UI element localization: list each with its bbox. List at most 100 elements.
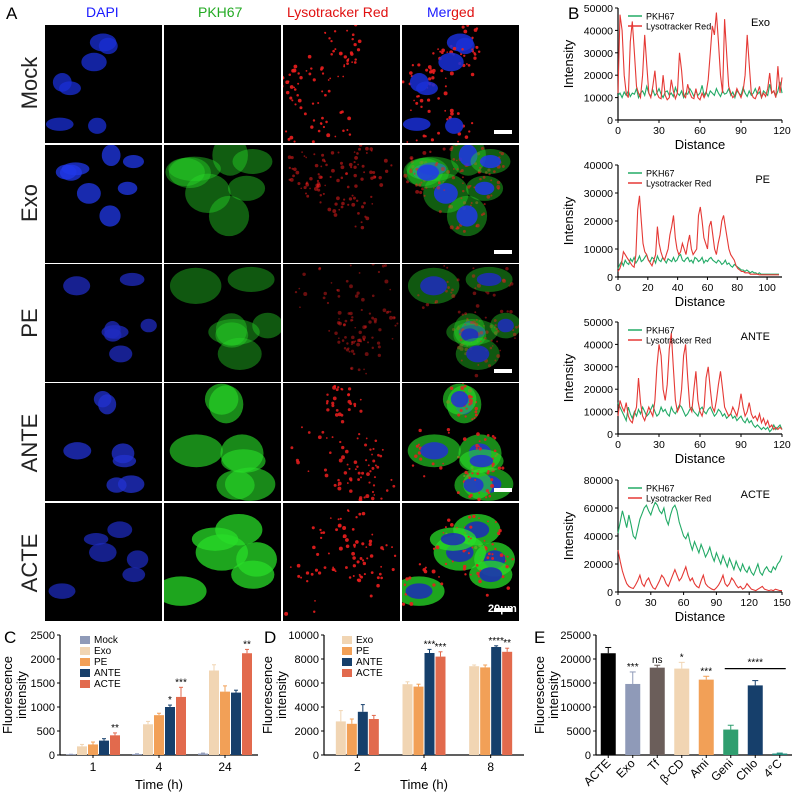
x-tick-label: 120 <box>773 125 791 137</box>
bar-exo-1 <box>77 746 87 755</box>
lysosome-dot <box>319 528 322 532</box>
micrograph-ante-pkh67 <box>164 383 281 501</box>
bar-Exo <box>625 683 641 755</box>
lysosome-dot <box>338 321 342 326</box>
lysosome-dot <box>365 459 368 462</box>
lysosome-dot <box>434 301 437 304</box>
lysosome-dot <box>425 303 430 307</box>
lysosome-dot <box>335 409 339 412</box>
lysosome-dot <box>329 77 332 80</box>
lysosome-dot <box>354 184 358 188</box>
lysosome-dot <box>356 291 360 295</box>
lysosome-dot <box>462 564 467 569</box>
lysosome-dot <box>393 554 397 558</box>
x-tick-label: 8 <box>487 760 494 774</box>
lysosome-dot <box>506 310 509 313</box>
lysosome-dot <box>317 571 322 575</box>
bar-acte-4 <box>176 696 186 755</box>
micrograph-acte-pkh67 <box>164 503 281 621</box>
lysosome-dot <box>444 526 447 529</box>
lysosome-dot <box>300 426 303 429</box>
nucleus <box>446 33 474 52</box>
x-tick-label: Tf <box>645 756 663 774</box>
legend-swatch <box>80 669 90 677</box>
lysosome-dot <box>353 460 358 464</box>
lysosome-dot <box>356 342 361 347</box>
lysosome-dot <box>454 145 458 147</box>
lysosome-dot <box>427 109 431 113</box>
lysosome-dot <box>497 187 500 190</box>
lysosome-dot <box>364 352 369 357</box>
lysosome-dot <box>368 312 372 315</box>
nucleus <box>402 117 431 131</box>
lysosome-dot <box>517 324 519 328</box>
bar-pe-1 <box>88 744 98 755</box>
bar-pe-4 <box>154 715 164 755</box>
lysosome-dot <box>303 292 308 297</box>
lysosome-dot <box>457 132 462 136</box>
lysosome-dot <box>509 310 513 314</box>
lysosome-dot <box>493 326 496 329</box>
lysosome-dot <box>346 509 350 512</box>
y-tick-label: 60000 <box>584 503 613 515</box>
y-tick-label: 0 <box>49 750 55 762</box>
y-axis-label: Intensity <box>561 511 576 560</box>
lysosome-dot <box>462 343 465 346</box>
nucleus <box>101 145 121 167</box>
scalebar <box>494 608 512 612</box>
x-tick-label: 4 <box>156 760 163 774</box>
lysosome-dot <box>344 319 348 323</box>
lysosome-dot <box>361 297 365 302</box>
lysosome-dot <box>467 473 469 475</box>
lysosome-dot <box>410 157 413 160</box>
legend-label: Lysotracker Red <box>646 22 711 32</box>
lysosome-dot <box>327 89 331 93</box>
significance-mark: *** <box>175 677 187 688</box>
lysosome-dot <box>306 580 309 583</box>
lysosome-dot <box>346 128 349 131</box>
lysosome-dot <box>509 282 514 286</box>
lysosome-dot <box>464 312 468 316</box>
lysosome-dot <box>320 122 323 125</box>
y-tick-label: 15000 <box>560 678 591 690</box>
lysosome-dot <box>326 400 329 403</box>
lysosome-dot <box>365 494 370 499</box>
lysosome-dot <box>385 544 388 547</box>
bar-mock-4 <box>132 754 142 755</box>
lysosome-dot <box>486 194 491 199</box>
lysosome-dot <box>321 90 324 93</box>
lysosome-dot <box>478 447 482 451</box>
lysosome-dot <box>347 347 350 350</box>
legend-label: PE <box>94 657 108 668</box>
nucleus <box>93 390 112 408</box>
y-axis-label: Intensity <box>561 39 576 88</box>
lysosome-dot <box>429 150 432 154</box>
lysosome-dot <box>325 402 329 405</box>
cell-cytoplasm-green <box>169 434 223 468</box>
lysosome-dot <box>353 543 356 547</box>
legend-swatch <box>80 680 90 688</box>
legend-swatch <box>342 658 352 666</box>
lysosome-dot <box>346 62 349 66</box>
lysosome-dot <box>373 494 376 496</box>
lysosome-dot <box>358 496 363 500</box>
legend-label: Mock <box>94 635 119 646</box>
lysosome-dot <box>295 170 300 175</box>
lysosome-dot <box>340 165 345 170</box>
nucleus <box>463 477 484 493</box>
lysosome-dot <box>324 473 329 478</box>
lysosome-dot <box>340 52 343 55</box>
x-tick-label: 0 <box>615 125 621 137</box>
lysosome-dot <box>415 183 418 186</box>
panel-c-bar-chart: 0 500 1000 1500 2000 2500 1 ** 4 **** 24 ** Time (h)… <box>0 630 258 792</box>
lysosome-dot <box>331 401 335 405</box>
bar-ante-2 <box>357 711 368 755</box>
y-tick-label: 50000 <box>584 317 613 329</box>
x-tick-label: 150 <box>773 597 791 609</box>
lysosome-dot <box>309 187 311 190</box>
lysosome-dot <box>331 168 335 173</box>
lysosome-dot <box>478 579 482 584</box>
lysosome-dot <box>341 445 345 450</box>
lysosome-dot <box>296 563 301 568</box>
lysosome-dot <box>347 393 351 396</box>
